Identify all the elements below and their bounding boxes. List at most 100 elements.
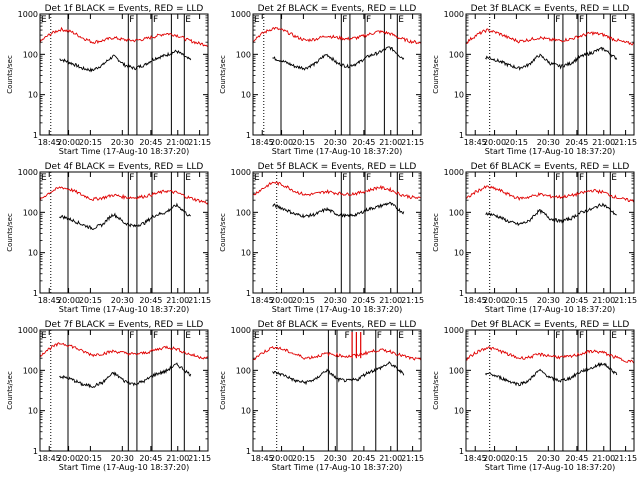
- detector-panel-5: Det 5f BLACK = Events, RED = LLD Counts/s…: [219, 162, 424, 314]
- x-tick-label: 20:15: [292, 296, 315, 305]
- y-axis-label: Counts/sec: [219, 371, 227, 410]
- panel-title: Det 2f BLACK = Events, RED = LLD: [258, 4, 417, 14]
- flag-label: E: [611, 15, 617, 25]
- x-tick-label: 20:30: [111, 454, 134, 463]
- flag-label: E: [41, 331, 47, 341]
- x-tick-label: 20:30: [324, 138, 347, 147]
- y-tick-label: 1000: [231, 326, 251, 335]
- y-tick-label: 10: [28, 91, 38, 100]
- y-tick-label: 10: [454, 407, 464, 416]
- y-tick-label: 10: [241, 407, 251, 416]
- y-axis-label: Counts/sec: [432, 371, 440, 410]
- y-tick-label: 10: [28, 407, 38, 416]
- x-tick-label: 20:15: [79, 296, 102, 305]
- plot-frame: [39, 329, 209, 452]
- x-tick-label: 18:45: [251, 296, 274, 305]
- y-tick-label: 10: [454, 91, 464, 100]
- flag-label: E: [41, 173, 47, 183]
- y-axis-label: Counts/sec: [6, 371, 14, 410]
- events-series-line: [59, 49, 192, 73]
- x-tick-label: 20:45: [352, 138, 375, 147]
- x-tick-label: 20:45: [565, 454, 588, 463]
- y-axis-label: Counts/sec: [219, 55, 227, 94]
- lld-series-line: [39, 186, 209, 205]
- plot-frame: [465, 171, 635, 294]
- x-tick-label: 21:00: [592, 296, 615, 305]
- x-tick-label: 20:30: [324, 296, 347, 305]
- x-tick-label: 18:45: [38, 296, 61, 305]
- x-tick-label: 21:00: [166, 454, 189, 463]
- flag-label: E: [398, 331, 404, 341]
- flag-label: F: [153, 173, 158, 183]
- flag-label: F: [579, 173, 584, 183]
- y-tick-label: 1000: [18, 168, 38, 177]
- x-tick-label: 20:00: [57, 454, 80, 463]
- y-axis-label: Counts/sec: [432, 55, 440, 94]
- x-tick-label: 21:00: [166, 296, 189, 305]
- x-tick-label: 20:15: [292, 454, 315, 463]
- flag-label: E: [254, 173, 260, 183]
- y-tick-label: 10: [241, 249, 251, 258]
- flag-label: E: [611, 331, 617, 341]
- x-axis-label: Start Time (17-Aug-10 18:37:20): [272, 463, 403, 472]
- y-tick-label: 1000: [444, 326, 464, 335]
- detector-panel-1: Det 1f BLACK = Events, RED = LLD Counts/s…: [6, 4, 211, 156]
- x-tick-label: 20:30: [537, 296, 560, 305]
- flag-label: F: [579, 331, 584, 341]
- y-axis-label: Counts/sec: [6, 55, 14, 94]
- y-tick-label: 1000: [231, 168, 251, 177]
- y-tick-label: 1: [246, 289, 251, 298]
- events-series-line: [272, 46, 405, 71]
- x-axis-label: Start Time (17-Aug-10 18:37:20): [485, 147, 616, 156]
- lld-series-line: [252, 181, 422, 200]
- x-tick-label: 20:15: [79, 454, 102, 463]
- x-tick-label: 20:45: [139, 296, 162, 305]
- flag-label: E: [185, 331, 191, 341]
- detector-panel-3: Det 3f BLACK = Events, RED = LLD Counts/s…: [432, 4, 637, 156]
- y-tick-label: 100: [236, 50, 251, 59]
- y-tick-label: 1000: [18, 10, 38, 19]
- y-tick-label: 1000: [444, 168, 464, 177]
- x-tick-label: 20:45: [139, 138, 162, 147]
- x-axis-label: Start Time (17-Aug-10 18:37:20): [485, 305, 616, 314]
- y-tick-label: 100: [23, 50, 38, 59]
- lld-series-line: [252, 26, 422, 45]
- x-axis-label: Start Time (17-Aug-10 18:37:20): [59, 305, 190, 314]
- x-tick-label: 20:00: [57, 296, 80, 305]
- flag-label: E: [254, 15, 260, 25]
- events-series-line: [485, 46, 618, 71]
- x-axis-label: Start Time (17-Aug-10 18:37:20): [59, 147, 190, 156]
- x-tick-label: 18:45: [464, 454, 487, 463]
- events-series-line: [485, 202, 617, 227]
- y-tick-label: 1: [246, 131, 251, 140]
- panel-title: Det 5f BLACK = Events, RED = LLD: [258, 162, 417, 172]
- x-axis-label: Start Time (17-Aug-10 18:37:20): [485, 463, 616, 472]
- x-tick-label: 20:15: [505, 454, 528, 463]
- plot-frame: [252, 13, 422, 136]
- flag-label: F: [344, 331, 349, 341]
- x-tick-label: 20:30: [537, 138, 560, 147]
- y-tick-label: 100: [236, 366, 251, 375]
- panel-title: Det 6f BLACK = Events, RED = LLD: [471, 162, 630, 172]
- events-series-line: [272, 201, 405, 219]
- x-tick-label: 18:45: [251, 138, 274, 147]
- y-tick-label: 10: [28, 249, 38, 258]
- x-tick-label: 20:00: [483, 138, 506, 147]
- flag-label: F: [129, 173, 134, 183]
- x-tick-label: 20:00: [270, 454, 293, 463]
- flag-label: F: [555, 173, 560, 183]
- x-tick-label: 21:00: [592, 138, 615, 147]
- panel-title: Det 7f BLACK = Events, RED = LLD: [45, 320, 204, 330]
- x-tick-label: 21:00: [379, 296, 402, 305]
- detector-panel-7: Det 7f BLACK = Events, RED = LLD Counts/s…: [6, 320, 211, 472]
- x-tick-label: 20:45: [565, 138, 588, 147]
- plot-frame: [39, 13, 209, 136]
- y-tick-label: 1: [459, 447, 464, 456]
- y-tick-label: 1000: [231, 10, 251, 19]
- x-axis-label: Start Time (17-Aug-10 18:37:20): [272, 147, 403, 156]
- events-series-line: [59, 202, 191, 231]
- y-tick-label: 100: [449, 208, 464, 217]
- flag-label: F: [579, 15, 584, 25]
- lld-series-line: [39, 342, 209, 360]
- flag-label: F: [342, 15, 347, 25]
